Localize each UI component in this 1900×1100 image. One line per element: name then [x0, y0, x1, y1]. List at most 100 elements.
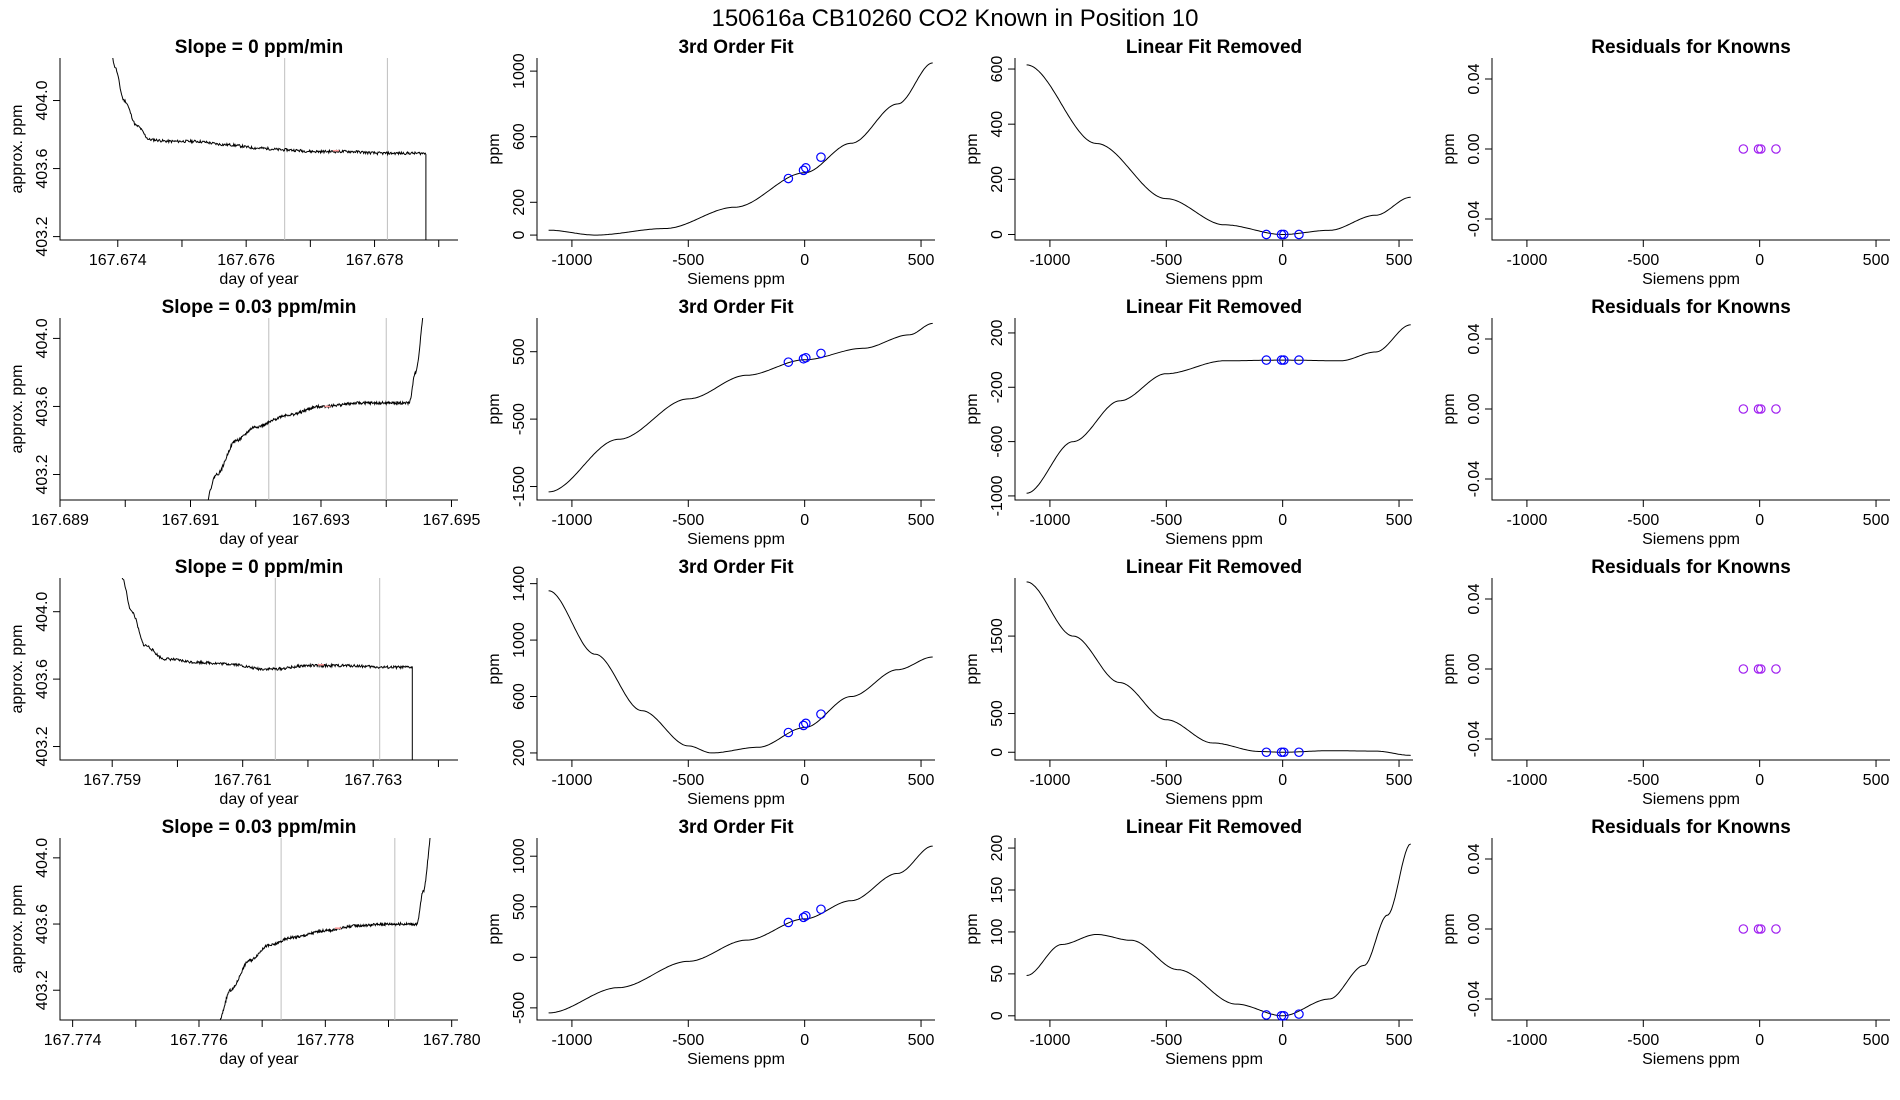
x-tick-label: -500 — [1627, 512, 1659, 529]
plot-frame — [1014, 578, 1413, 761]
x-tick-label: -500 — [672, 512, 704, 529]
panel-title: Linear Fit Removed — [1126, 37, 1302, 58]
x-tick-label: 167.674 — [89, 252, 147, 269]
panel-r2-c1: 3rd Order Fit -1000 -500 0 500 200 600 1000 1400… — [486, 557, 935, 808]
x-tick-label: 0 — [1755, 1032, 1764, 1049]
x-tick-label: -1000 — [551, 252, 592, 269]
data-point — [801, 352, 811, 363]
x-tick-label: 0 — [1755, 772, 1764, 789]
y-tick-label: 500 — [511, 893, 528, 920]
panel-title: Slope = 0.03 ppm/min — [162, 297, 357, 318]
data-point — [1756, 404, 1766, 414]
panel-r2-c0: Slope = 0 ppm/min 167.759 167.761 167.763 40… — [9, 557, 458, 808]
x-tick-label: 500 — [1386, 252, 1413, 269]
data-point — [1279, 229, 1289, 240]
x-tick-label: 167.689 — [31, 512, 89, 529]
y-tick-label: 1400 — [511, 566, 528, 602]
y-tick-label: 0 — [989, 230, 1006, 239]
y-axis-label: approx. ppm — [9, 625, 26, 714]
panel-title: Residuals for Knowns — [1591, 817, 1791, 838]
data-point — [1771, 664, 1781, 674]
x-tick-label: -1000 — [551, 1032, 592, 1049]
x-tick-label: 0 — [800, 1032, 809, 1049]
y-axis-label: ppm — [1441, 133, 1458, 164]
y-tick-label: 403.2 — [34, 454, 51, 494]
panel-r1-c2: Linear Fit Removed -1000 -500 0 500 -1000 -600… — [964, 297, 1413, 548]
data-point — [783, 357, 794, 367]
x-axis-label: Siemens ppm — [1165, 791, 1263, 808]
x-axis-label: Siemens ppm — [1642, 271, 1740, 288]
panel-title: Residuals for Knowns — [1591, 37, 1791, 58]
panel-r3-c1: 3rd Order Fit -1000 -500 0 500 -500 0 500 1000 Si… — [486, 817, 935, 1068]
x-tick-label: 167.780 — [423, 1032, 481, 1049]
y-tick-label: 400 — [989, 111, 1006, 138]
x-axis-label: Siemens ppm — [687, 271, 785, 288]
data-point — [1261, 355, 1272, 365]
y-tick-label: 150 — [989, 877, 1006, 904]
panel-title: Slope = 0 ppm/min — [175, 37, 343, 58]
data-point — [1261, 1010, 1272, 1020]
x-axis-label: Siemens ppm — [1165, 1051, 1263, 1068]
x-tick-label: 167.695 — [423, 512, 481, 529]
y-tick-label: 500 — [989, 700, 1006, 727]
y-tick-label: 403.6 — [34, 148, 51, 188]
y-tick-label: 0.00 — [1466, 133, 1483, 164]
data-point — [1294, 1009, 1304, 1019]
x-tick-label: -500 — [1627, 772, 1659, 789]
y-tick-label: 403.2 — [34, 726, 51, 766]
y-tick-label: 404.0 — [34, 318, 51, 358]
x-axis-label: Siemens ppm — [1642, 531, 1740, 548]
data-point — [1771, 144, 1781, 154]
y-tick-label: 403.6 — [34, 659, 51, 699]
panel-title: Slope = 0.03 ppm/min — [162, 817, 357, 838]
panel-title: 3rd Order Fit — [678, 557, 794, 578]
x-tick-label: 167.676 — [217, 252, 275, 269]
x-axis-label: Siemens ppm — [687, 791, 785, 808]
y-tick-label: 200 — [989, 166, 1006, 193]
x-tick-label: -500 — [1627, 252, 1659, 269]
x-tick-label: -1000 — [551, 772, 592, 789]
y-axis-label: approx. ppm — [9, 365, 26, 454]
panel-r1-c3: Residuals for Knowns -1000 -500 0 500 -0.04 0.… — [1441, 297, 1890, 548]
data-point — [798, 165, 809, 176]
x-tick-label: -500 — [1150, 512, 1182, 529]
panel-title: Residuals for Knowns — [1591, 297, 1791, 318]
y-tick-label: 404.0 — [34, 80, 51, 120]
trace-line — [207, 318, 424, 500]
y-tick-label: 600 — [511, 123, 528, 150]
x-tick-label: -500 — [1627, 1032, 1659, 1049]
x-tick-label: 167.691 — [162, 512, 220, 529]
data-point — [1279, 1011, 1289, 1021]
data-point — [816, 152, 826, 162]
x-tick-label: 0 — [1278, 772, 1287, 789]
data-point — [816, 904, 826, 915]
data-point — [798, 720, 809, 731]
x-tick-label: 0 — [1278, 252, 1287, 269]
y-tick-label: 200 — [511, 189, 528, 216]
x-tick-label: 500 — [1386, 772, 1413, 789]
trace-line — [219, 838, 431, 1020]
panel-r2-c2: Linear Fit Removed -1000 -500 0 500 0 500 1500 S… — [964, 557, 1413, 808]
data-point — [1294, 229, 1304, 240]
y-tick-label: 0.00 — [1466, 913, 1483, 944]
fit-curve — [548, 590, 933, 754]
panel-r3-c0: Slope = 0.03 ppm/min 167.774 167.776 167.77… — [9, 817, 481, 1068]
y-tick-label: 200 — [989, 835, 1006, 862]
y-axis-label: ppm — [486, 133, 503, 164]
y-tick-label: 403.6 — [34, 386, 51, 426]
y-tick-label: -500 — [511, 992, 528, 1024]
y-axis-label: ppm — [486, 913, 503, 944]
panel-r0-c2: Linear Fit Removed -1000 -500 0 500 0 200 400 60… — [964, 37, 1413, 288]
y-tick-label: 404.0 — [34, 838, 51, 878]
panel-r0-c0: Slope = 0 ppm/min 167.674 167.676 167.678 40… — [9, 37, 458, 288]
x-tick-label: -500 — [672, 252, 704, 269]
x-tick-label: 500 — [1863, 512, 1890, 529]
y-tick-label: 500 — [511, 338, 528, 365]
data-point — [1771, 404, 1781, 414]
panel-title: Residuals for Knowns — [1591, 557, 1791, 578]
y-tick-label: 0.00 — [1466, 393, 1483, 424]
data-point — [1753, 664, 1764, 674]
x-tick-label: 167.763 — [344, 772, 402, 789]
y-tick-label: 1500 — [989, 618, 1006, 654]
fit-curve — [1026, 581, 1411, 756]
